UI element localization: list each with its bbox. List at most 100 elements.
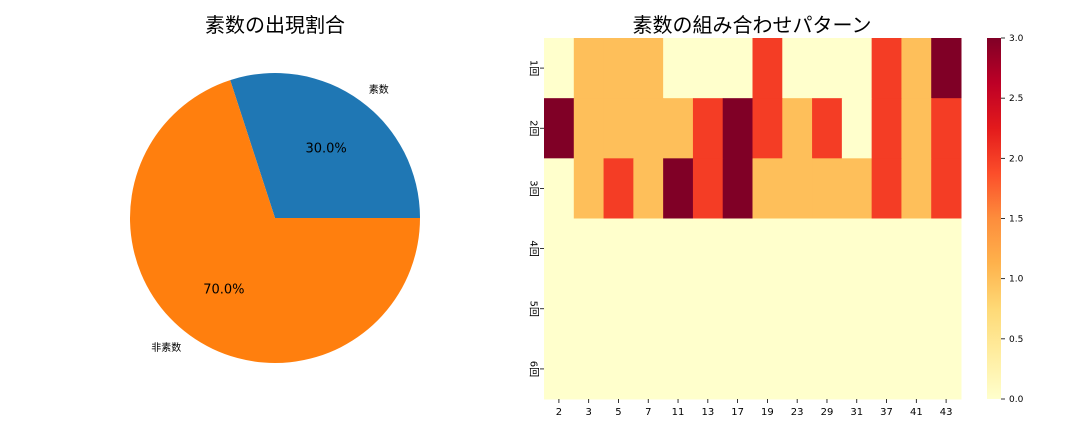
heatmap-cell	[544, 38, 575, 99]
colorbar	[987, 38, 1001, 399]
y-tick-label: 3回	[528, 180, 540, 196]
heatmap-cell	[841, 278, 873, 340]
heatmap-cell	[752, 278, 783, 340]
heatmap-cell	[931, 38, 962, 99]
heatmap-cell	[752, 218, 783, 280]
colorbar-tick-label: 3.0	[1009, 34, 1024, 44]
heatmap-cell	[573, 338, 605, 400]
heatmap-cell	[692, 278, 724, 340]
heatmap-cell	[663, 278, 694, 340]
heatmap-cell	[782, 98, 813, 159]
heatmap-cell	[633, 218, 664, 280]
x-tick-label: 19	[761, 407, 774, 418]
heatmap-cell	[633, 38, 664, 99]
heatmap-cell	[812, 98, 843, 159]
heatmap-cell	[782, 38, 813, 99]
heatmap-cell	[901, 278, 932, 340]
heatmap-cell	[812, 218, 843, 280]
x-tick-label: 43	[940, 407, 953, 418]
x-tick-label: 29	[821, 407, 834, 418]
x-tick-label: 2	[556, 407, 562, 418]
heatmap-cell	[812, 158, 843, 219]
pie-slices	[129, 73, 420, 363]
heatmap-cell	[633, 338, 664, 400]
heatmap-cell	[901, 38, 932, 99]
heatmap-cell	[573, 98, 605, 159]
heatmap-cell	[603, 98, 634, 159]
colorbar-tick-label: 1.5	[1009, 215, 1023, 225]
heatmap-cell	[841, 338, 873, 400]
heatmap-cell	[722, 218, 753, 280]
heatmap-cell	[633, 98, 664, 159]
heatmap-cell	[603, 158, 634, 219]
heatmap-cell	[752, 98, 783, 159]
heatmap-cell	[931, 218, 962, 280]
heatmap-cell	[573, 278, 605, 340]
heatmap-cell	[722, 278, 753, 340]
heatmap-cell	[901, 98, 932, 159]
heatmap-cell	[812, 278, 843, 340]
colorbar-ticks: 0.0 0.5 1.0 1.5 2.0 2.5 3.0	[1001, 34, 1024, 405]
heatmap-cell	[663, 158, 694, 219]
x-tick-label: 17	[731, 407, 744, 418]
heatmap-cell	[871, 278, 902, 340]
heatmap-cell	[692, 38, 724, 99]
heatmap-cell	[871, 338, 902, 400]
heatmap-cell	[722, 158, 753, 219]
heatmap-cell	[782, 218, 813, 280]
heatmap-cell	[901, 158, 932, 219]
heatmap-cell	[663, 338, 694, 400]
y-tick-label: 1回	[528, 60, 540, 76]
heatmap-cell	[692, 158, 724, 219]
heatmap-cell	[752, 338, 783, 400]
heatmap-cell	[633, 158, 664, 219]
heatmap-cell	[544, 98, 575, 159]
heatmap-cell	[841, 218, 873, 280]
heatmap-cell	[841, 38, 873, 99]
heatmap-cell	[573, 218, 605, 280]
colorbar-tick-label: 0.5	[1009, 335, 1023, 345]
x-tick-label: 13	[701, 407, 714, 418]
heatmap-cells	[544, 38, 962, 400]
heatmap-cell	[603, 338, 634, 400]
heatmap-cell	[871, 38, 902, 99]
heatmap-cell	[544, 158, 575, 219]
heatmap-cell	[663, 98, 694, 159]
heatmap-cell	[782, 278, 813, 340]
pie-category-label: 非素数	[151, 341, 181, 354]
colorbar-tick-label: 0.0	[1009, 395, 1024, 405]
heatmap-cell	[871, 158, 902, 219]
y-tick-label: 5回	[528, 301, 540, 317]
pie-percent-label: 70.0%	[203, 282, 244, 297]
heatmap-cell	[812, 38, 843, 99]
heatmap-cell	[782, 158, 813, 219]
x-tick-label: 37	[880, 407, 893, 418]
heatmap-cell	[573, 158, 605, 219]
y-tick-label: 4回	[528, 240, 540, 256]
heatmap-cell	[931, 98, 962, 159]
pie-title: 素数の出現割合	[205, 13, 345, 37]
pie-chart: 素数の出現割合 30.0% 素数 70.0% 非素数	[129, 13, 420, 363]
x-tick-label: 23	[791, 407, 804, 418]
x-tick-label: 31	[850, 407, 863, 418]
heatmap-cell	[692, 218, 724, 280]
x-tick-label: 11	[672, 407, 685, 418]
pie-percent-label: 30.0%	[305, 142, 346, 157]
pie-slice	[230, 73, 420, 219]
pie-category-label: 素数	[369, 83, 389, 96]
heatmap-cell	[663, 38, 694, 99]
heatmap-cell	[603, 38, 634, 99]
heatmap-cell	[603, 218, 634, 280]
pie-labels: 30.0% 素数 70.0% 非素数	[151, 83, 389, 354]
heatmap-cell	[841, 98, 873, 159]
heatmap-cell	[692, 98, 724, 159]
heatmap-cell	[663, 218, 694, 280]
heatmap-cell	[752, 158, 783, 219]
colorbar-tick-label: 2.0	[1009, 154, 1024, 164]
heatmap-cell	[901, 218, 932, 280]
heatmap-cell	[573, 38, 605, 99]
heatmap-cell	[871, 98, 902, 159]
x-tick-label: 41	[910, 407, 923, 418]
x-tick-label: 5	[615, 407, 621, 418]
